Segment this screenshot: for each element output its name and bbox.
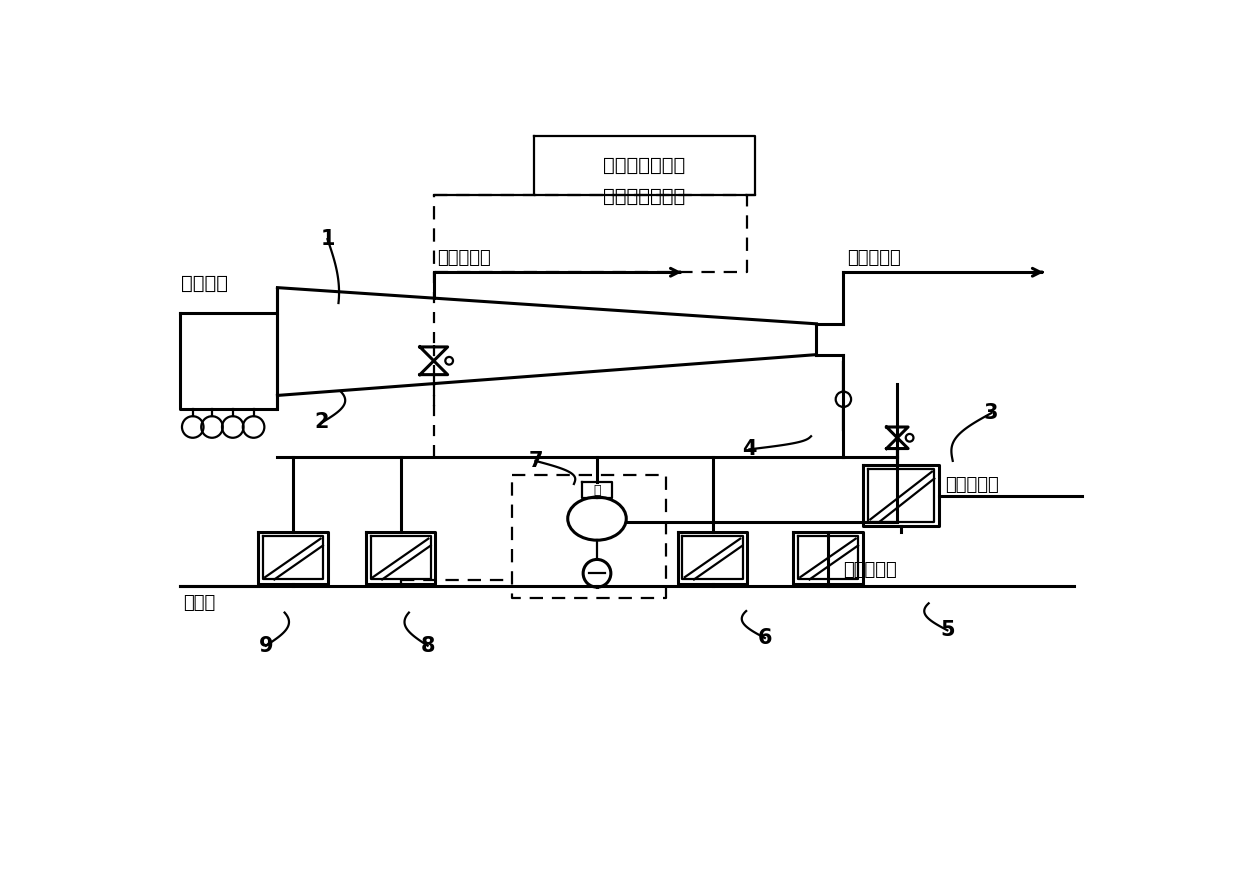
Circle shape <box>583 559 611 587</box>
Text: 1: 1 <box>320 229 335 249</box>
Text: 回水及补水: 回水及补水 <box>945 476 998 493</box>
Text: 5: 5 <box>940 621 955 640</box>
Text: 3: 3 <box>985 403 998 423</box>
Text: 来自锅炉: 来自锅炉 <box>181 275 228 293</box>
Text: 去工业用户: 去工业用户 <box>438 250 491 268</box>
Text: 8: 8 <box>420 636 435 656</box>
Text: 6: 6 <box>758 628 773 648</box>
Text: 去锅炉: 去锅炉 <box>182 594 215 612</box>
Text: 9: 9 <box>259 636 273 656</box>
Text: 调: 调 <box>593 484 600 497</box>
Text: 7: 7 <box>528 451 543 471</box>
Text: 去采暖用户: 去采暖用户 <box>847 250 901 268</box>
Text: 节装置可选位置: 节装置可选位置 <box>603 187 686 205</box>
Text: 回水及补水: 回水及补水 <box>843 561 898 580</box>
Text: 4: 4 <box>743 439 756 460</box>
Ellipse shape <box>568 497 626 541</box>
Text: 2: 2 <box>315 412 330 432</box>
Text: 工业抽汽口及调: 工业抽汽口及调 <box>603 156 686 175</box>
